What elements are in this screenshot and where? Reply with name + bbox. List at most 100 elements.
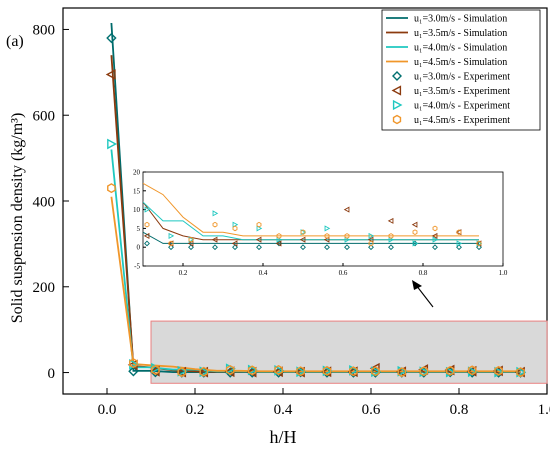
panel-label: (a) (6, 33, 24, 50)
main-series (105, 22, 527, 378)
legend-label: u₁=3.0m/s - Experiment (414, 72, 510, 83)
main-x-tick-label: 0.4 (274, 402, 293, 418)
inset-data-point (412, 240, 419, 247)
inset-y-tick-label: 20 (133, 168, 141, 176)
inset-data-point (300, 229, 306, 235)
inset-y-tick-label: 10 (133, 206, 141, 214)
inset-y-tick-label: 15 (133, 187, 141, 195)
inset-data-point (324, 233, 330, 239)
inset-data-point (432, 225, 438, 232)
inset-data-point (299, 236, 306, 243)
main-data-point (397, 367, 407, 378)
main-series-line (110, 196, 521, 373)
inset-data-point (256, 221, 262, 228)
main-x-tick-label: 1.0 (538, 402, 550, 418)
main-y-tick-label: 400 (33, 194, 56, 210)
inset-data-point (368, 240, 374, 247)
inset-data-point (256, 244, 262, 251)
inset-data-point (412, 229, 418, 235)
main-x-tick-label: 0.8 (450, 402, 469, 418)
main-y-tick-label: 600 (33, 108, 56, 124)
inset-x-tick-label: 0.6 (339, 269, 348, 277)
legend-label: u₁=3.0m/s - Simulation (414, 14, 507, 25)
inset-data-point (388, 244, 394, 251)
inset-data-point (232, 225, 238, 232)
inset-data-point (456, 240, 463, 247)
main-y-tick-label: 200 (33, 280, 56, 296)
inset-x-tick-label: 0.4 (259, 269, 268, 277)
inset-data-point (368, 244, 374, 251)
inset-frame (142, 171, 504, 267)
main-data-point (371, 366, 380, 377)
inset-data-point (343, 206, 350, 213)
main-data-point (247, 365, 257, 376)
legend: u₁=3.0m/s - Simulation u₁=3.5m/s - Simula… (381, 9, 541, 131)
x-axis-label: h/H (270, 427, 297, 447)
inset-data-point (144, 240, 150, 247)
inset-data-point (344, 233, 350, 239)
inset-data-point (324, 244, 330, 251)
legend-label: u₁=4.5m/s - Experiment (414, 115, 510, 126)
main-data-point (296, 366, 305, 377)
main-data-point (151, 364, 160, 375)
main-data-point (177, 367, 187, 378)
inset-data-point (476, 240, 482, 247)
highlight-region (150, 320, 548, 384)
inset-y-tick-label: -5 (134, 262, 140, 270)
inset-data-point (232, 244, 238, 251)
inset-data-point (212, 221, 218, 228)
main-data-point (494, 365, 503, 376)
main-data-point (419, 366, 429, 377)
inset-data-point (432, 244, 438, 251)
inset-data-point (411, 221, 418, 228)
main-data-point (274, 364, 283, 375)
legend-marker-swatch (392, 71, 402, 81)
inset-data-point (188, 244, 194, 251)
main-data-point (467, 365, 477, 376)
inset-arrow (412, 280, 434, 308)
legend-marker-swatch (392, 99, 403, 111)
inset-plot: 0.2 0.4 0.6 0.8 1.0 -5 0 5 10 15 20 (133, 168, 508, 277)
inset-data-point (300, 244, 306, 251)
inset-x-tick-label: 1.0 (499, 269, 508, 277)
inset-data-point (275, 240, 282, 247)
inset-data-point (344, 244, 350, 251)
inset-data-point (231, 240, 238, 247)
inset-y-tick-label: 5 (137, 225, 141, 233)
inset-series-line (143, 231, 479, 244)
inset-data-point (212, 244, 218, 251)
inset-series-line (143, 201, 479, 241)
arrow-head (412, 280, 422, 290)
main-y-tick-label: 0 (48, 366, 56, 382)
inset-data-point (387, 217, 394, 224)
inset-x-tick-label: 0.8 (419, 269, 428, 277)
main-data-point (105, 69, 116, 80)
inset-data-point (168, 244, 174, 251)
main-data-point (445, 365, 455, 376)
inset-data-point (168, 232, 175, 239)
main-x-tick-label: 0.2 (186, 402, 205, 418)
legend-label: u₁=4.5m/s - Simulation (414, 57, 507, 68)
main-x-tick-label: 0.6 (362, 402, 381, 418)
main-data-point (369, 362, 380, 374)
legend-label: u₁=3.5m/s - Simulation (414, 28, 507, 39)
main-data-point (516, 367, 525, 378)
inset-y-tick-label: 0 (137, 244, 141, 252)
inset-data-point (476, 244, 482, 251)
inset-data-point (456, 229, 462, 235)
inset-data-point (255, 236, 262, 243)
main-data-point (225, 364, 235, 375)
legend-marker-swatch (392, 114, 402, 125)
inset-data-point (431, 232, 438, 239)
inset-data-point (456, 244, 462, 251)
inset-data-point (276, 233, 282, 239)
main-data-point (107, 138, 118, 150)
main-y-tick-label: 800 (33, 23, 56, 39)
main-data-point (128, 366, 139, 377)
main-data-point (349, 366, 358, 377)
main-data-point (322, 365, 332, 376)
inset-data-point (144, 206, 151, 213)
main-data-point (107, 183, 116, 194)
inset-series (143, 182, 483, 251)
